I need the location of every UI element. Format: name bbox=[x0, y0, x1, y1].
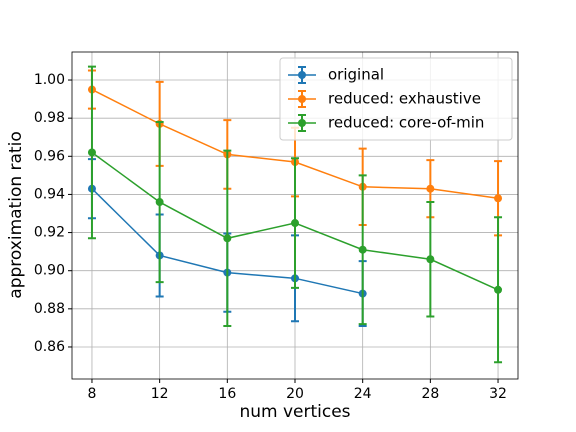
y-tick-label: 0.88 bbox=[34, 301, 65, 317]
data-point bbox=[87, 148, 96, 157]
x-tick-label: 8 bbox=[88, 386, 97, 402]
legend-marker bbox=[298, 71, 306, 79]
legend-marker bbox=[298, 95, 306, 103]
data-point bbox=[358, 245, 367, 254]
y-tick-label: 0.90 bbox=[34, 263, 65, 279]
legend: original reduced: exhaustive reduced: core… bbox=[279, 57, 513, 141]
legend-marker bbox=[298, 119, 306, 127]
data-point bbox=[494, 285, 503, 294]
legend-label: original bbox=[328, 66, 384, 84]
data-point bbox=[426, 255, 435, 264]
legend-label: reduced: core-of-min bbox=[328, 114, 484, 132]
plot-frame bbox=[71, 51, 519, 380]
y-axis-label: approximation ratio bbox=[6, 131, 26, 298]
x-tick-label: 32 bbox=[489, 386, 507, 402]
x-tick-label: 20 bbox=[286, 386, 304, 402]
data-point bbox=[291, 219, 299, 228]
x-tick-label: 24 bbox=[354, 386, 372, 402]
data-point bbox=[155, 198, 164, 207]
data-point bbox=[494, 194, 503, 203]
y-tick-label: 0.92 bbox=[34, 225, 65, 241]
y-tick-label: 0.86 bbox=[34, 339, 65, 355]
x-tick-label: 12 bbox=[151, 386, 169, 402]
data-point bbox=[426, 184, 435, 193]
x-axis-label: num vertices bbox=[239, 402, 350, 422]
y-tick-label: 1.00 bbox=[34, 72, 65, 88]
x-tick-label: 28 bbox=[421, 386, 439, 402]
y-tick-label: 0.94 bbox=[34, 186, 65, 202]
data-point bbox=[223, 234, 232, 243]
y-tick-label: 0.96 bbox=[34, 148, 65, 164]
x-tick-label: 16 bbox=[218, 386, 236, 402]
y-tick-label: 0.98 bbox=[34, 110, 65, 126]
legend-box bbox=[279, 57, 513, 141]
legend-label: reduced: exhaustive bbox=[328, 90, 481, 108]
